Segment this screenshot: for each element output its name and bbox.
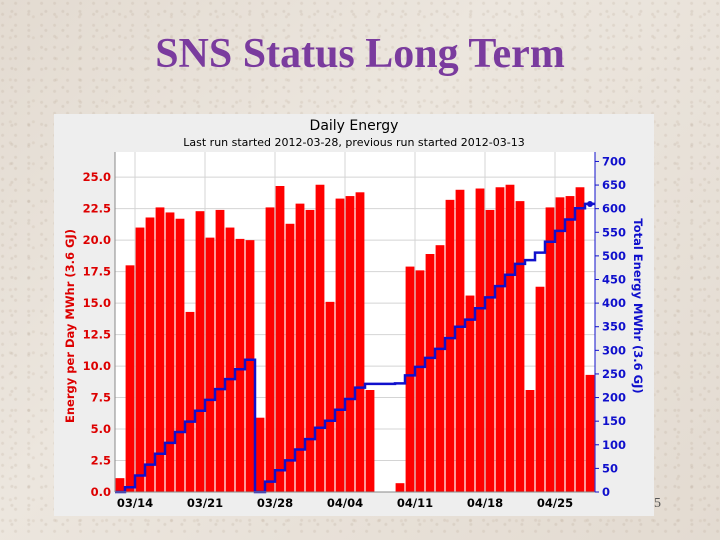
bar — [475, 188, 485, 492]
daily-energy-chart: Daily Energy Last run started 2012-03-28… — [63, 118, 645, 510]
y2-tick-label: 50 — [602, 461, 618, 475]
y2-tick-label: 600 — [602, 202, 626, 216]
bar — [285, 223, 295, 492]
x-tick-label: 04/04 — [327, 496, 363, 510]
x-tick-label: 04/11 — [397, 496, 433, 510]
y-tick-label: 15.0 — [83, 296, 111, 310]
x-tick-label: 03/14 — [117, 496, 153, 510]
y2-tick-label: 300 — [602, 343, 626, 357]
bar — [535, 286, 545, 492]
slide-title: SNS Status Long Term — [155, 31, 565, 77]
bar — [485, 209, 495, 492]
y2-tick-label: 100 — [602, 438, 626, 452]
y-tick-label: 25.0 — [83, 170, 111, 184]
y2-tick-label: 350 — [602, 320, 626, 334]
y2-tick-label: 400 — [602, 296, 626, 310]
bar — [145, 217, 155, 492]
grid-lines — [115, 152, 595, 493]
total-energy-line — [115, 202, 595, 494]
bar — [225, 227, 235, 493]
y2-tick-label: 200 — [602, 391, 626, 405]
bar — [495, 187, 505, 492]
y-tick-label: 5.0 — [91, 422, 111, 436]
total-energy-series — [115, 200, 595, 494]
y-tick-label: 2.5 — [91, 454, 111, 468]
y-tick-label: 10.0 — [83, 359, 111, 373]
total-energy-endpoint — [587, 200, 593, 207]
bar — [365, 390, 375, 492]
bar — [185, 311, 195, 492]
y2-tick-label: 650 — [602, 178, 626, 192]
bar — [425, 254, 435, 492]
bar-series — [115, 184, 595, 493]
y2-tick-label: 700 — [602, 154, 626, 168]
bar — [125, 265, 135, 492]
y2-tick-label: 450 — [602, 273, 626, 287]
x-tick-label: 03/21 — [187, 496, 223, 510]
x-tick-label: 04/25 — [537, 496, 573, 510]
bar — [395, 483, 405, 492]
bar — [245, 240, 255, 492]
bar — [265, 207, 275, 492]
bar — [315, 184, 325, 493]
y-tick-label: 22.5 — [83, 202, 111, 216]
bar — [405, 266, 415, 492]
bar — [445, 199, 455, 492]
bar — [515, 201, 525, 492]
y-tick-label: 0.0 — [91, 485, 111, 499]
axes: 0.0 2.5 5.0 7.5 10.0 12.5 15.0 17.5 20.0 22.5 25.0… — [83, 152, 626, 510]
bar — [295, 203, 305, 492]
bar — [575, 187, 585, 492]
y2-axis-label: Total Energy MWhr (3.6 GJ) — [631, 218, 645, 393]
bar — [275, 186, 285, 492]
bar — [335, 198, 345, 492]
x-tick-label: 04/18 — [467, 496, 503, 510]
bar — [545, 207, 555, 492]
bar — [195, 211, 205, 492]
chart-panel: Daily Energy Last run started 2012-03-28… — [54, 114, 654, 516]
bar — [345, 196, 355, 492]
bar — [115, 478, 125, 492]
bar — [215, 209, 225, 492]
bar — [355, 192, 365, 492]
bar — [585, 374, 595, 492]
bar — [565, 196, 575, 492]
bar — [205, 237, 215, 492]
slide-number: 5 — [654, 496, 661, 511]
bar — [465, 295, 475, 492]
bar — [455, 189, 465, 492]
chart-title: Daily Energy — [310, 118, 399, 134]
y-tick-label: 17.5 — [83, 265, 111, 279]
y2-tick-label: 550 — [602, 225, 626, 239]
bar — [165, 212, 175, 492]
bar — [175, 218, 185, 493]
bar — [235, 238, 245, 492]
y-tick-label: 7.5 — [91, 391, 111, 405]
bar — [505, 184, 515, 493]
bar — [155, 207, 165, 492]
bar — [255, 417, 265, 492]
bar — [325, 301, 335, 492]
x-tick-label: 03/28 — [257, 496, 293, 510]
bar — [415, 270, 425, 492]
y2-tick-label: 0 — [602, 485, 610, 499]
bar — [305, 209, 315, 492]
y2-tick-label: 150 — [602, 414, 626, 428]
y-tick-label: 20.0 — [83, 233, 111, 247]
y-axis-label: Energy per Day MWhr (3.6 GJ) — [63, 229, 77, 423]
y2-tick-label: 250 — [602, 367, 626, 381]
bar — [555, 197, 565, 492]
bar — [525, 390, 535, 492]
y-tick-label: 12.5 — [83, 328, 111, 342]
chart-subtitle: Last run started 2012-03-28, previous ru… — [183, 136, 524, 149]
bar — [435, 245, 445, 492]
bar — [135, 227, 145, 493]
y2-tick-label: 500 — [602, 249, 626, 263]
